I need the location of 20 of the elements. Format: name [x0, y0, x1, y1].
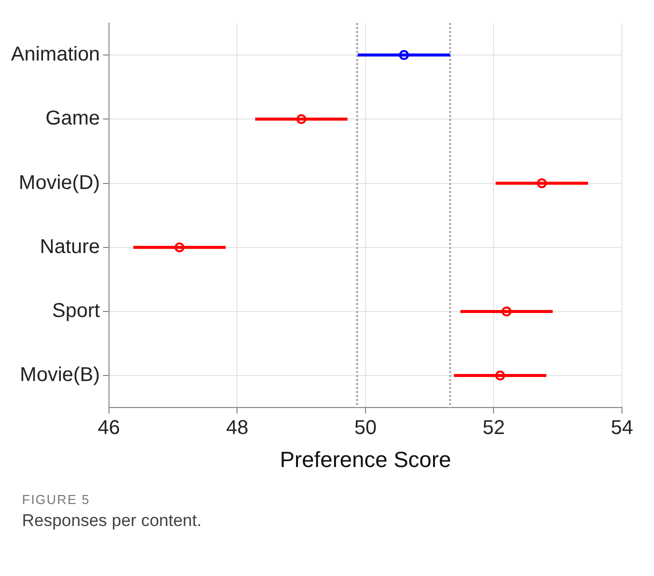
point: [502, 306, 512, 316]
x-tick-label: 52: [482, 417, 505, 440]
y-tick-label: Game: [45, 108, 100, 130]
caption: FIGURE 5: [22, 492, 91, 507]
x-tick-label: 48: [226, 417, 248, 440]
point: [296, 114, 306, 124]
x-tick-label: 46: [98, 417, 120, 440]
point: [174, 242, 184, 252]
text: Responses per content.: [22, 511, 203, 531]
point: [495, 370, 506, 381]
x-tick-label: 54: [610, 417, 634, 440]
x-axis-title: Preference Score: [280, 446, 452, 472]
point: [398, 50, 409, 60]
y-tick-label: Sport: [52, 300, 100, 322]
y-tick-label: Animation: [11, 44, 100, 66]
x-tick-label: 50: [354, 417, 377, 440]
y-tick-label: Nature: [40, 236, 100, 258]
point: [536, 178, 547, 188]
y-tick-label: Movie(B): [20, 364, 100, 386]
y-tick-label: Movie(D): [18, 172, 100, 194]
